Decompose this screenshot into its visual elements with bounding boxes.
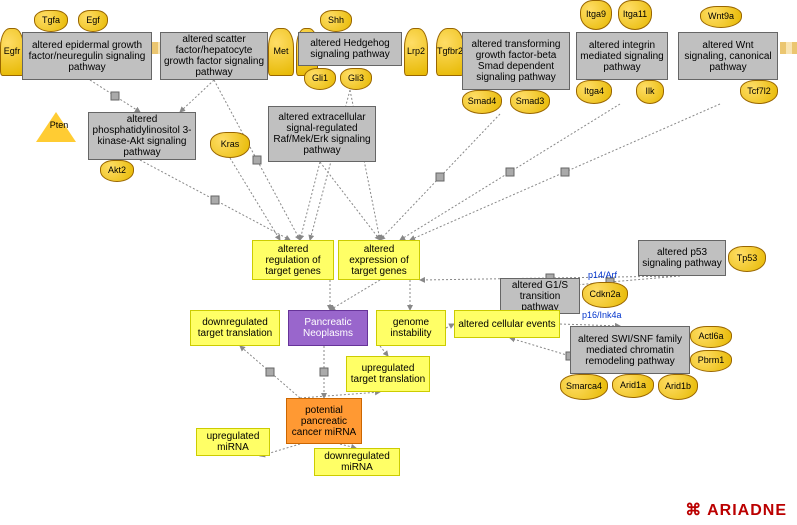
node-cdkn2a[interactable]: Cdkn2a bbox=[582, 282, 628, 308]
node-alt-pi3k[interactable]: altered phosphatidylinositol 3-kinase-Ak… bbox=[88, 112, 196, 160]
node-alt-p53[interactable]: altered p53 signaling pathway bbox=[638, 240, 726, 276]
node-alt-cell[interactable]: altered cellular events bbox=[454, 310, 560, 338]
node-genome[interactable]: genome instability bbox=[376, 310, 446, 346]
node-akt2[interactable]: Akt2 bbox=[100, 160, 134, 182]
node-down-trans[interactable]: downregulated target translation bbox=[190, 310, 280, 346]
node-met[interactable]: Met bbox=[268, 28, 294, 76]
node-alt-egf[interactable]: altered epidermal growth factor/neuregul… bbox=[22, 32, 152, 80]
node-tp53[interactable]: Tp53 bbox=[728, 246, 766, 272]
node-wnt9a[interactable]: Wnt9a bbox=[700, 6, 742, 28]
node-lrp2[interactable]: Lrp2 bbox=[404, 28, 428, 76]
node-alt-swi[interactable]: altered SWI/SNF family mediated chromati… bbox=[570, 326, 690, 374]
node-alt-g1s[interactable]: altered G1/S transition pathway bbox=[500, 278, 580, 314]
node-smad3[interactable]: Smad3 bbox=[510, 90, 550, 114]
node-egfr[interactable]: Egfr bbox=[0, 28, 24, 76]
node-alt-tgf[interactable]: altered transforming growth factor-beta … bbox=[462, 32, 570, 90]
node-panc[interactable]: Pancreatic Neoplasms bbox=[288, 310, 368, 346]
node-gli1[interactable]: Gli1 bbox=[304, 68, 336, 90]
node-tgfbr2[interactable]: Tgfbr2 bbox=[436, 28, 464, 76]
node-alt-wnt[interactable]: altered Wnt signaling, canonical pathway bbox=[678, 32, 778, 80]
node-tcfl2[interactable]: Tcf7l2 bbox=[740, 80, 778, 104]
node-alt-scatter[interactable]: altered scatter factor/hepatocyte growth… bbox=[160, 32, 268, 80]
node-down-mirna[interactable]: downregulated miRNA bbox=[314, 448, 400, 476]
node-itga11[interactable]: Itga11 bbox=[618, 0, 652, 30]
node-smarca4[interactable]: Smarca4 bbox=[560, 374, 608, 400]
node-pot-mirna[interactable]: potential pancreatic cancer miRNA bbox=[286, 398, 362, 444]
logo: ⌘ ARIADNE bbox=[685, 500, 787, 520]
node-up-mirna[interactable]: upregulated miRNA bbox=[196, 428, 270, 456]
membrane bbox=[780, 42, 797, 54]
node-alt-hedge[interactable]: altered Hedgehog signaling pathway bbox=[298, 32, 402, 66]
node-arid1a[interactable]: Arid1a bbox=[612, 374, 654, 398]
node-itga9[interactable]: Itga9 bbox=[580, 0, 612, 30]
node-alt-integrin[interactable]: altered integrin mediated signaling path… bbox=[576, 32, 668, 80]
node-smad4[interactable]: Smad4 bbox=[462, 90, 502, 114]
node-pten-lbl[interactable]: Pten bbox=[44, 120, 74, 132]
blue-label: p16/Ink4a bbox=[582, 310, 622, 320]
node-shh[interactable]: Shh bbox=[320, 10, 352, 32]
blue-label: p14/Arf bbox=[588, 270, 617, 280]
node-kras[interactable]: Kras bbox=[210, 132, 250, 158]
node-ilk[interactable]: Ilk bbox=[636, 80, 664, 104]
node-tgfa[interactable]: Tgfa bbox=[34, 10, 68, 32]
node-arid1b[interactable]: Arid1b bbox=[658, 374, 698, 400]
node-itga4[interactable]: Itga4 bbox=[576, 80, 612, 104]
node-egf[interactable]: Egf bbox=[78, 10, 108, 32]
node-pbrm1[interactable]: Pbrm1 bbox=[690, 350, 732, 372]
node-actl6a[interactable]: Actl6a bbox=[690, 326, 732, 348]
node-alt-erk[interactable]: altered extracellular signal-regulated R… bbox=[268, 106, 376, 162]
node-up-trans[interactable]: upregulated target translation bbox=[346, 356, 430, 392]
node-gli3[interactable]: Gli3 bbox=[340, 68, 372, 90]
node-alt-expr[interactable]: altered expression of target genes bbox=[338, 240, 420, 280]
logo-text: ARIADNE bbox=[707, 502, 787, 519]
node-alt-reg[interactable]: altered regulation of target genes bbox=[252, 240, 334, 280]
